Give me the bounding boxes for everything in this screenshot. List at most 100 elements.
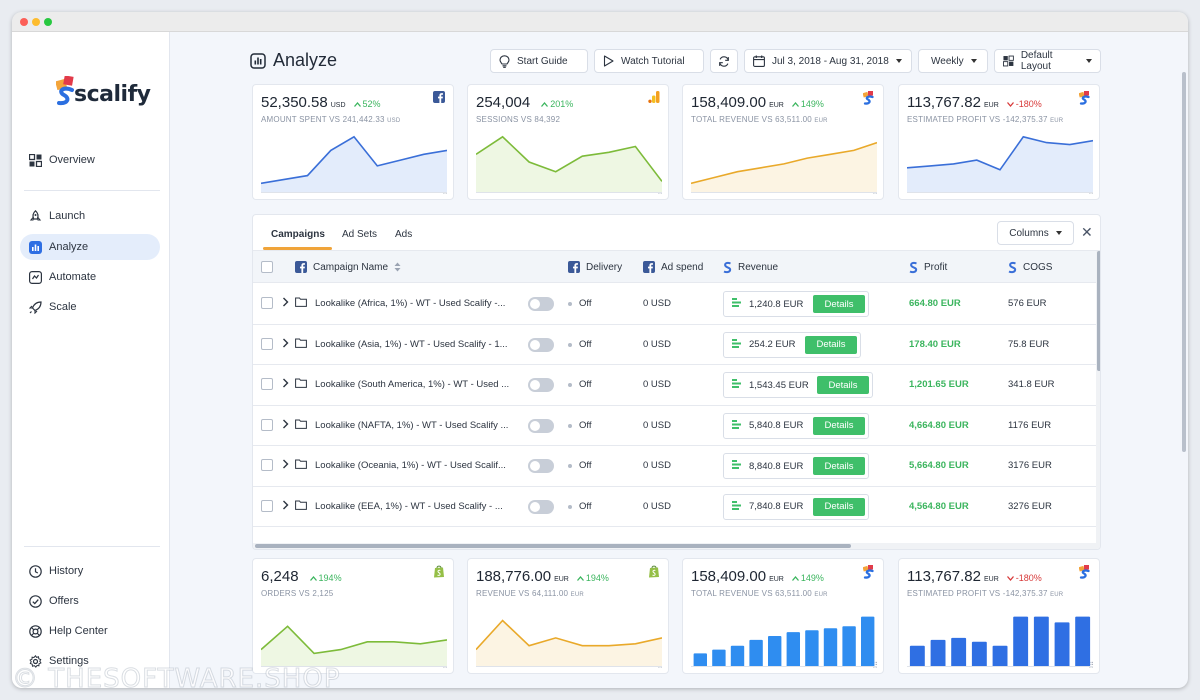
campaign-name[interactable]: Lookalike (NAFTA, 1%) - WT - Used Scalif…: [315, 419, 509, 431]
delivery-toggle[interactable]: [528, 337, 554, 352]
row-checkbox[interactable]: [261, 378, 273, 390]
tab-ad-sets[interactable]: Ad Sets: [342, 229, 378, 240]
tab-ads[interactable]: Ads: [395, 229, 413, 240]
campaign-name[interactable]: Lookalike (Asia, 1%) - WT - Used Scalify…: [315, 338, 508, 350]
table-row[interactable]: Lookalike (Asia, 1%) - WT - Used Scalify…: [253, 325, 1096, 365]
column-header-ad-spend[interactable]: Ad spend: [643, 261, 703, 273]
drag-handle-icon[interactable]: ⠿: [872, 661, 878, 670]
delivery-toggle[interactable]: [528, 499, 554, 514]
maximize-window-button[interactable]: [44, 18, 52, 26]
scrollbar-thumb[interactable]: [1097, 251, 1100, 371]
campaign-name[interactable]: Lookalike (Oceania, 1%) - WT - Used Scal…: [315, 460, 506, 471]
details-button[interactable]: Details: [817, 376, 869, 394]
metric-change: 194%: [309, 573, 342, 583]
metric-card[interactable]: 158,409.00 EUR 149% TOTAL REVENUE VS 63,511…: [682, 84, 884, 200]
sidebar-item-automate[interactable]: Automate: [20, 264, 160, 290]
metric-comparison: TOTAL REVENUE VS 63,511.00 EUR: [691, 589, 828, 598]
select-all-checkbox[interactable]: [261, 261, 273, 273]
details-button[interactable]: Details: [813, 497, 865, 516]
metric-card[interactable]: 158,409.00 EUR 149% TOTAL REVENUE VS 63,511…: [682, 558, 884, 674]
table-horizontal-scrollbar[interactable]: [253, 543, 1096, 549]
app-logo[interactable]: scalify: [55, 75, 151, 112]
row-checkbox[interactable]: [261, 297, 273, 309]
row-checkbox[interactable]: [261, 499, 273, 512]
delivery-toggle[interactable]: [528, 459, 554, 473]
expand-chevron-icon[interactable]: [282, 338, 289, 351]
sidebar-item-offers[interactable]: Offers: [20, 588, 160, 614]
sidebar-item-overview[interactable]: Overview: [20, 147, 160, 173]
sidebar-item-help-center[interactable]: Help Center: [20, 618, 160, 644]
sort-icon[interactable]: [394, 262, 401, 272]
close-window-button[interactable]: [20, 18, 28, 26]
revenue-breakdown-icon: [732, 298, 741, 310]
sidebar-item-scale[interactable]: Scale: [20, 294, 160, 320]
chart-bar: [1075, 616, 1091, 667]
sidebar-item-launch[interactable]: Launch: [20, 203, 160, 229]
metric-card[interactable]: 188,776.00 EUR 194% REVENUE VS 64,111.00 EU…: [467, 558, 669, 674]
table-row[interactable]: Lookalike (Oceania, 1%) - WT - Used Scal…: [253, 446, 1096, 487]
details-button[interactable]: Details: [805, 335, 857, 354]
details-button[interactable]: Details: [813, 416, 865, 435]
table-row[interactable]: Lookalike (EEA, 1%) - WT - Used Scalify …: [253, 487, 1096, 527]
table-row[interactable]: Lookalike (NAFTA, 1%) - WT - Used Scalif…: [253, 406, 1096, 446]
table-row[interactable]: Lookalike (South America, 1%) - WT - Use…: [253, 365, 1096, 406]
layout-select[interactable]: Default Layout: [994, 49, 1101, 73]
sidebar-item-history[interactable]: History: [20, 558, 160, 584]
column-header-delivery[interactable]: Delivery: [568, 261, 622, 273]
expand-chevron-icon[interactable]: [282, 500, 289, 513]
sidebar-item-settings[interactable]: Settings: [20, 648, 160, 674]
arrow-up-icon: [541, 99, 550, 109]
columns-button[interactable]: Columns: [997, 221, 1074, 245]
page-scrollbar[interactable]: [1182, 72, 1186, 452]
metric-card[interactable]: 113,767.82 EUR -180% ESTIMATED PROFIT VS -1…: [898, 84, 1100, 200]
metric-card[interactable]: 113,767.82 EUR -180% ESTIMATED PROFIT VS -1…: [898, 558, 1100, 674]
expand-chevron-icon[interactable]: [282, 459, 289, 472]
column-header-campaign-name[interactable]: Campaign Name: [295, 261, 407, 273]
scalify-icon: [1078, 91, 1091, 105]
column-header-cogs[interactable]: COGS: [1008, 261, 1052, 274]
campaign-name[interactable]: Lookalike (South America, 1%) - WT - Use…: [315, 379, 510, 390]
row-checkbox[interactable]: [261, 337, 273, 350]
row-checkbox[interactable]: [261, 418, 273, 431]
folder-icon: [295, 500, 307, 513]
refresh-button[interactable]: [710, 49, 738, 73]
table-row[interactable]: Lookalike (Africa, 1%) - WT - Used Scali…: [253, 284, 1096, 325]
drag-handle-icon[interactable]: ⠿: [1088, 661, 1094, 670]
close-icon[interactable]: ✕: [1081, 224, 1093, 240]
play-icon: [603, 55, 614, 67]
expand-chevron-icon[interactable]: [282, 378, 289, 391]
column-header-revenue[interactable]: Revenue: [723, 261, 778, 274]
chart-bar: [823, 628, 838, 667]
metric-comparison-unit: EUR: [570, 592, 584, 598]
campaign-name[interactable]: Lookalike (EEA, 1%) - WT - Used Scalify …: [315, 500, 503, 512]
delivery-toggle[interactable]: [528, 297, 554, 311]
details-button[interactable]: Details: [813, 457, 865, 475]
delivery-toggle[interactable]: [528, 418, 554, 433]
ad-spend-value: 0 USD: [643, 298, 671, 309]
column-header-profit[interactable]: Profit: [909, 261, 947, 274]
metric-change: -180%: [1006, 573, 1042, 583]
metric-card[interactable]: 52,350.58 USD 52% AMOUNT SPENT VS 241,442.3…: [252, 84, 454, 200]
chart-line: [261, 625, 447, 655]
sidebar-item-analyze[interactable]: Analyze: [20, 234, 160, 260]
expand-chevron-icon[interactable]: [282, 419, 289, 432]
minimize-window-button[interactable]: [32, 18, 40, 26]
scrollbar-thumb[interactable]: [255, 544, 851, 548]
table-vertical-scrollbar[interactable]: [1096, 251, 1100, 549]
start-guide-button[interactable]: Start Guide: [490, 49, 588, 73]
row-checkbox[interactable]: [261, 459, 273, 471]
sparkline-chart: [907, 616, 1093, 667]
chart-bar: [909, 645, 925, 667]
campaign-name[interactable]: Lookalike (Africa, 1%) - WT - Used Scali…: [315, 298, 506, 309]
arrow-up-icon: [576, 573, 586, 583]
tab-campaigns[interactable]: Campaigns: [271, 229, 325, 240]
interval-select[interactable]: Weekly: [918, 49, 988, 73]
date-range-select[interactable]: Jul 3, 2018 - Aug 31, 2018: [744, 49, 912, 73]
details-button[interactable]: Details: [813, 295, 865, 313]
delivery-toggle[interactable]: [528, 378, 554, 392]
logo-icon: [55, 75, 74, 106]
expand-chevron-icon[interactable]: [282, 297, 289, 310]
watch-tutorial-button[interactable]: Watch Tutorial: [594, 49, 704, 73]
